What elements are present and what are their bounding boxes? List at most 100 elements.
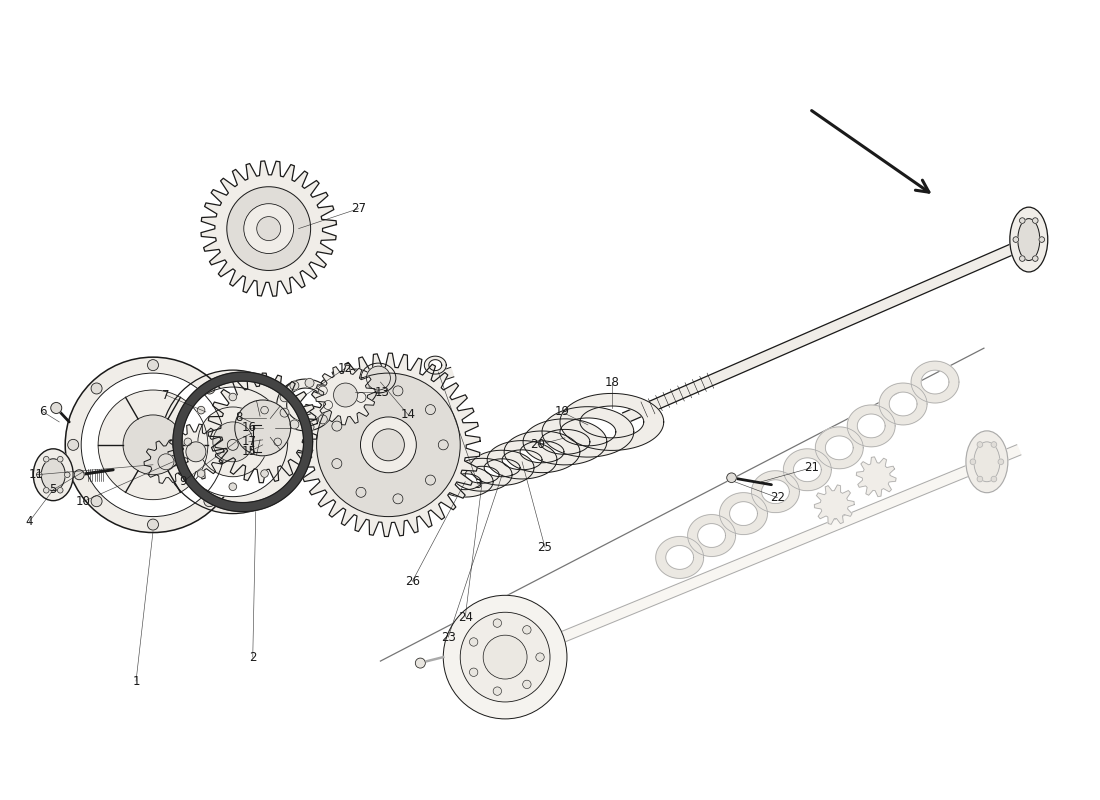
Polygon shape (168, 424, 223, 479)
Circle shape (356, 487, 366, 498)
Text: 13: 13 (375, 386, 389, 398)
Circle shape (332, 421, 342, 431)
Circle shape (227, 186, 310, 270)
Circle shape (184, 438, 191, 446)
Ellipse shape (361, 363, 396, 393)
Polygon shape (815, 427, 864, 469)
Polygon shape (173, 372, 312, 512)
Text: 14: 14 (400, 409, 416, 422)
Polygon shape (452, 458, 513, 491)
Circle shape (438, 440, 449, 450)
Circle shape (65, 472, 70, 478)
Circle shape (977, 476, 982, 482)
Circle shape (536, 653, 544, 662)
Circle shape (318, 415, 328, 424)
Circle shape (333, 383, 358, 407)
Circle shape (1033, 218, 1038, 223)
Circle shape (197, 406, 205, 414)
Circle shape (356, 392, 366, 402)
Circle shape (323, 401, 332, 410)
Circle shape (44, 457, 50, 462)
Polygon shape (333, 369, 377, 407)
Circle shape (1013, 237, 1019, 242)
Circle shape (91, 383, 102, 394)
Circle shape (305, 378, 314, 387)
Text: 20: 20 (530, 438, 546, 451)
Polygon shape (847, 405, 895, 447)
Text: 11: 11 (29, 468, 44, 482)
Text: 8: 8 (235, 411, 242, 425)
Circle shape (229, 394, 236, 401)
Circle shape (228, 439, 239, 450)
Circle shape (373, 429, 405, 461)
Circle shape (68, 439, 79, 450)
Circle shape (213, 422, 253, 462)
Circle shape (361, 417, 416, 473)
Circle shape (470, 638, 477, 646)
Circle shape (332, 458, 342, 469)
Text: 17: 17 (241, 435, 256, 448)
Circle shape (483, 635, 527, 679)
Polygon shape (560, 394, 663, 450)
Circle shape (98, 390, 208, 500)
Circle shape (198, 407, 267, 477)
Circle shape (204, 496, 214, 506)
Ellipse shape (42, 458, 65, 490)
Circle shape (998, 459, 1003, 465)
Circle shape (244, 204, 294, 254)
Text: 19: 19 (554, 406, 570, 418)
Polygon shape (297, 353, 480, 537)
Text: 1: 1 (132, 674, 140, 687)
Circle shape (229, 483, 236, 490)
Polygon shape (783, 449, 832, 490)
Circle shape (280, 408, 289, 417)
Polygon shape (688, 514, 736, 557)
Circle shape (318, 386, 328, 395)
Polygon shape (623, 243, 1016, 423)
Ellipse shape (1018, 218, 1040, 261)
Circle shape (65, 357, 241, 533)
Circle shape (317, 373, 460, 517)
Text: 9: 9 (179, 475, 187, 488)
Polygon shape (453, 445, 1021, 686)
Polygon shape (504, 431, 580, 473)
Polygon shape (425, 356, 447, 374)
Polygon shape (144, 440, 188, 483)
Polygon shape (856, 457, 896, 497)
Circle shape (366, 366, 390, 390)
Circle shape (493, 619, 502, 627)
Circle shape (256, 217, 280, 241)
Text: 5: 5 (50, 483, 57, 496)
Circle shape (290, 420, 299, 429)
Polygon shape (201, 161, 337, 296)
Text: 2: 2 (249, 650, 256, 664)
Circle shape (416, 658, 426, 668)
Circle shape (522, 680, 531, 689)
Polygon shape (172, 367, 454, 470)
Polygon shape (316, 365, 375, 425)
Text: 24: 24 (458, 610, 473, 624)
Text: 27: 27 (351, 202, 366, 215)
Circle shape (305, 422, 314, 431)
Circle shape (1040, 237, 1045, 242)
Circle shape (204, 383, 214, 394)
Circle shape (186, 442, 206, 462)
Polygon shape (814, 485, 855, 524)
Polygon shape (879, 383, 927, 425)
Text: 22: 22 (770, 491, 785, 504)
Text: 6: 6 (40, 406, 47, 418)
Circle shape (57, 457, 63, 462)
Circle shape (178, 387, 288, 497)
Ellipse shape (33, 449, 74, 501)
Circle shape (991, 442, 997, 447)
Circle shape (970, 459, 976, 465)
Circle shape (123, 415, 183, 474)
Circle shape (147, 360, 158, 370)
Circle shape (522, 626, 531, 634)
Circle shape (393, 494, 403, 504)
Ellipse shape (974, 442, 1000, 482)
Circle shape (81, 373, 224, 517)
Circle shape (91, 496, 102, 506)
Circle shape (44, 487, 50, 493)
Circle shape (161, 370, 305, 514)
